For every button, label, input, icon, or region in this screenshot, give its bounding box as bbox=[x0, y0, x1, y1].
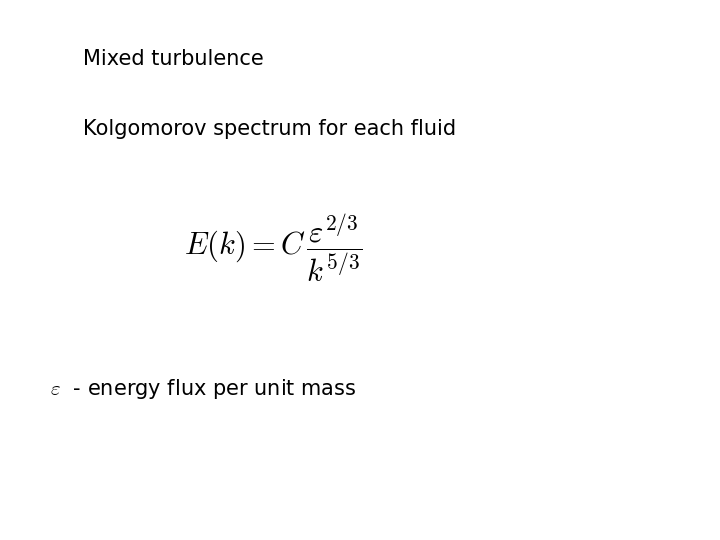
Text: Kolgomorov spectrum for each fluid: Kolgomorov spectrum for each fluid bbox=[83, 119, 456, 139]
Text: $E(k) = C\,\dfrac{\varepsilon^{2/3}}{k^{5/3}}$: $E(k) = C\,\dfrac{\varepsilon^{2/3}}{k^{… bbox=[184, 213, 363, 284]
Text: $\varepsilon$  - energy flux per unit mass: $\varepsilon$ - energy flux per unit mas… bbox=[50, 377, 357, 401]
Text: Mixed turbulence: Mixed turbulence bbox=[83, 49, 264, 69]
